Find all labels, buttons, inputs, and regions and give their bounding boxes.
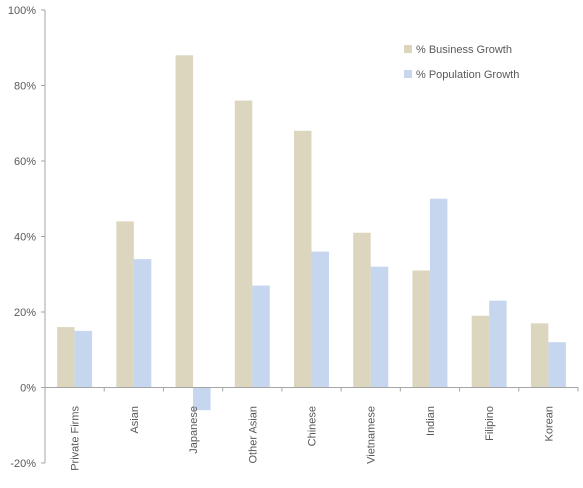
x-category-label: Indian bbox=[425, 406, 437, 436]
bar-population-korean bbox=[548, 342, 566, 388]
bar-population-private-firms bbox=[74, 330, 93, 388]
x-category-label: Vietnamese bbox=[366, 406, 378, 464]
bar-population-chinese bbox=[311, 251, 329, 388]
legend-label-business: % Business Growth bbox=[416, 44, 512, 56]
legend-swatch-business bbox=[404, 45, 412, 53]
bar-business-asian bbox=[116, 221, 134, 388]
bar-population-filipino bbox=[489, 300, 507, 388]
bar-population-other-asian bbox=[252, 285, 270, 388]
x-category-label: Asian bbox=[129, 406, 141, 434]
x-category-label: Japanese bbox=[188, 406, 200, 454]
y-tick-label: -20% bbox=[10, 458, 36, 470]
bar-business-chinese bbox=[294, 130, 312, 388]
y-tick-label: 40% bbox=[14, 232, 36, 244]
x-category-label: Korean bbox=[543, 406, 555, 441]
bar-business-indian bbox=[412, 270, 430, 388]
bar-business-other-asian bbox=[234, 100, 253, 388]
x-category-label: Other Asian bbox=[247, 406, 259, 463]
x-category-label: Private Firms bbox=[70, 406, 82, 471]
legend-swatch-population bbox=[404, 70, 412, 78]
legend: % Business Growth % Population Growth bbox=[404, 44, 519, 81]
y-tick-label: 0% bbox=[20, 383, 36, 395]
x-category-label: Filipino bbox=[484, 406, 496, 441]
bar-business-japanese bbox=[175, 55, 194, 388]
bar-population-vietnamese bbox=[370, 266, 389, 388]
y-tick-label: 20% bbox=[14, 307, 36, 319]
y-tick-label: 60% bbox=[14, 156, 36, 168]
bar-business-korean bbox=[530, 323, 549, 388]
bar-business-private-firms bbox=[57, 327, 75, 388]
legend-label-population: % Population Growth bbox=[416, 69, 519, 81]
y-tick-label: 80% bbox=[14, 81, 36, 93]
bar-population-japanese bbox=[193, 387, 211, 411]
y-tick-label: 100% bbox=[8, 5, 36, 17]
bar-population-indian bbox=[429, 198, 448, 388]
bars-layer bbox=[57, 55, 566, 411]
x-category-label: Chinese bbox=[307, 406, 319, 446]
bar-business-filipino bbox=[471, 315, 490, 388]
bar-population-asian bbox=[133, 259, 152, 388]
bar-business-vietnamese bbox=[353, 232, 371, 388]
axes-layer: -20% 0% 20% 40% 60% 80% 100% Private Firms Asian… bbox=[8, 5, 579, 471]
